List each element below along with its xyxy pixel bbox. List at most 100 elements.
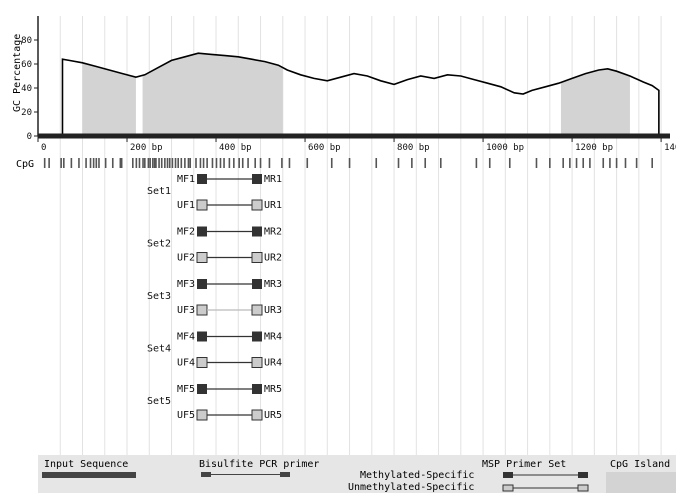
unmethylated-forward-primer bbox=[196, 199, 208, 211]
unmethylated-reverse-label: UR3 bbox=[264, 305, 282, 316]
methylated-forward-primer bbox=[197, 279, 207, 289]
cpg-site-mark bbox=[582, 158, 585, 168]
unmethylated-forward-label: UF5 bbox=[177, 410, 195, 421]
cpg-site-mark bbox=[206, 158, 208, 168]
cpg-site-mark bbox=[259, 158, 262, 168]
cpg-site-mark bbox=[155, 158, 157, 168]
methylated-forward-label: MF5 bbox=[177, 384, 195, 395]
cpg-site-mark bbox=[424, 158, 427, 168]
unmethylated-reverse-primer bbox=[251, 199, 263, 211]
y-tick-label: 60 bbox=[21, 60, 32, 70]
cpg-site-mark bbox=[247, 158, 249, 168]
unmethylated-forward-label: UF3 bbox=[177, 305, 195, 316]
legend-methylated-specific-label: Methylated-Specific bbox=[360, 470, 474, 481]
cpg-site-mark bbox=[48, 158, 50, 168]
unmethylated-forward-label: UF4 bbox=[177, 358, 195, 369]
cpg-site-mark bbox=[535, 158, 538, 168]
cpg-site-mark bbox=[411, 158, 413, 168]
unmethylated-reverse-primer bbox=[251, 409, 263, 421]
cpg-site-mark bbox=[202, 158, 205, 168]
cpg-site-mark bbox=[288, 158, 291, 168]
cpg-island-regions bbox=[82, 53, 630, 137]
cpg-site-mark bbox=[149, 158, 151, 168]
cpg-island-region bbox=[142, 53, 283, 137]
cpg-site-mark bbox=[348, 158, 351, 168]
cpg-site-mark bbox=[168, 158, 171, 168]
x-tick-label: 200 bp bbox=[130, 143, 163, 153]
primer-set-label: Set4 bbox=[147, 344, 171, 355]
cpg-site-mark bbox=[306, 158, 309, 168]
legend-unmethylated-right-box bbox=[577, 484, 589, 492]
cpg-site-mark bbox=[241, 158, 244, 168]
cpg-site-mark bbox=[609, 158, 611, 168]
cpg-site-mark bbox=[60, 158, 62, 168]
cpg-site-mark bbox=[254, 158, 256, 168]
methylated-forward-primer bbox=[197, 384, 207, 394]
cpg-site-mark bbox=[233, 158, 235, 168]
y-axis-label: GC Percentage bbox=[12, 34, 23, 112]
legend-bisulfite-pcr-primer-label: Bisulfite PCR primer bbox=[199, 459, 319, 470]
x-tick-label: 1400 bp bbox=[664, 143, 676, 153]
primer-set-5: MF5 MR5 Set5 UF5 UR5 bbox=[147, 384, 282, 421]
cpg-site-mark bbox=[475, 158, 478, 168]
methylated-forward-label: MF2 bbox=[177, 227, 195, 238]
primer-set-1: MF1 MR1 Set1 UF1 UR1 bbox=[147, 174, 282, 211]
cpg-site-mark bbox=[569, 158, 571, 168]
unmethylated-forward-label: UF2 bbox=[177, 253, 195, 264]
methylated-forward-primer bbox=[197, 226, 207, 237]
methylated-forward-label: MF3 bbox=[177, 279, 195, 290]
unmethylated-forward-label: UF1 bbox=[177, 200, 195, 211]
x-tick-label: 1000 bp bbox=[486, 143, 524, 153]
x-axis-ticks: 0 200 bp 400 bp 600 bp 800 bp 1000 bp 1200 bp 1… bbox=[37, 136, 676, 153]
methylated-reverse-label: MR4 bbox=[264, 332, 282, 343]
cpg-site-mark bbox=[89, 158, 92, 168]
cpg-site-mark bbox=[223, 158, 225, 168]
primer-sets: MF1 MR1 Set1 UF1 UR1 MF2 MR2 Set2 UF2 UR2 MF3 MR3 Se… bbox=[147, 174, 282, 421]
cpg-site-mark bbox=[166, 158, 169, 168]
legend-msp-primer-set-label: MSP Primer Set bbox=[482, 459, 566, 470]
cpg-site-mark bbox=[651, 158, 653, 168]
y-tick-label: 20 bbox=[21, 108, 32, 118]
cpg-site-mark bbox=[43, 158, 46, 168]
cpg-site-mark bbox=[199, 158, 202, 168]
cpg-site-mark bbox=[152, 158, 154, 168]
cpg-site-mark bbox=[624, 158, 627, 168]
legend-background bbox=[38, 455, 676, 493]
cpg-site-mark bbox=[549, 158, 551, 168]
cpg-site-row: CpG bbox=[16, 158, 653, 170]
unmethylated-reverse-primer bbox=[251, 304, 263, 316]
x-tick-label: 400 bp bbox=[219, 143, 252, 153]
cpg-site-mark bbox=[215, 158, 218, 168]
cpg-site-mark bbox=[508, 158, 511, 168]
cpg-site-mark bbox=[98, 158, 100, 168]
y-tick-label: 80 bbox=[21, 36, 32, 46]
cpg-site-mark bbox=[78, 158, 80, 168]
x-tick-label: 0 bbox=[41, 143, 46, 153]
y-tick-label: 40 bbox=[21, 84, 32, 94]
cpg-site-mark bbox=[602, 158, 605, 168]
cpg-site-mark bbox=[171, 158, 174, 168]
cpg-site-mark bbox=[177, 158, 179, 168]
cpg-site-mark bbox=[187, 158, 190, 168]
legend-methylated-left-box bbox=[503, 472, 513, 478]
cpg-site-mark bbox=[439, 158, 442, 168]
x-tick-label: 800 bp bbox=[397, 143, 430, 153]
cpg-site-mark bbox=[228, 158, 231, 168]
methylated-reverse-primer bbox=[252, 226, 262, 237]
unmethylated-forward-primer bbox=[196, 252, 208, 263]
cpg-site-mark bbox=[330, 158, 333, 168]
primer-set-label: Set1 bbox=[147, 186, 171, 197]
legend-cpg-island-label: CpG Island bbox=[610, 459, 670, 470]
gc-percentage-panel: 0 20 40 60 80 GC Percentage 0 200 bp 400 bp 600… bbox=[12, 16, 676, 153]
cpg-site-mark bbox=[238, 158, 240, 168]
cpg-site-mark bbox=[132, 158, 134, 168]
cpg-row-label: CpG bbox=[16, 159, 34, 170]
cpg-site-mark bbox=[147, 158, 150, 168]
methylated-reverse-primer bbox=[252, 384, 262, 394]
cpg-site-mark bbox=[488, 158, 491, 168]
unmethylated-reverse-label: UR2 bbox=[264, 253, 282, 264]
cpg-site-mark bbox=[615, 158, 618, 168]
cpg-site-mark bbox=[219, 158, 222, 168]
cpg-site-mark bbox=[195, 158, 197, 168]
